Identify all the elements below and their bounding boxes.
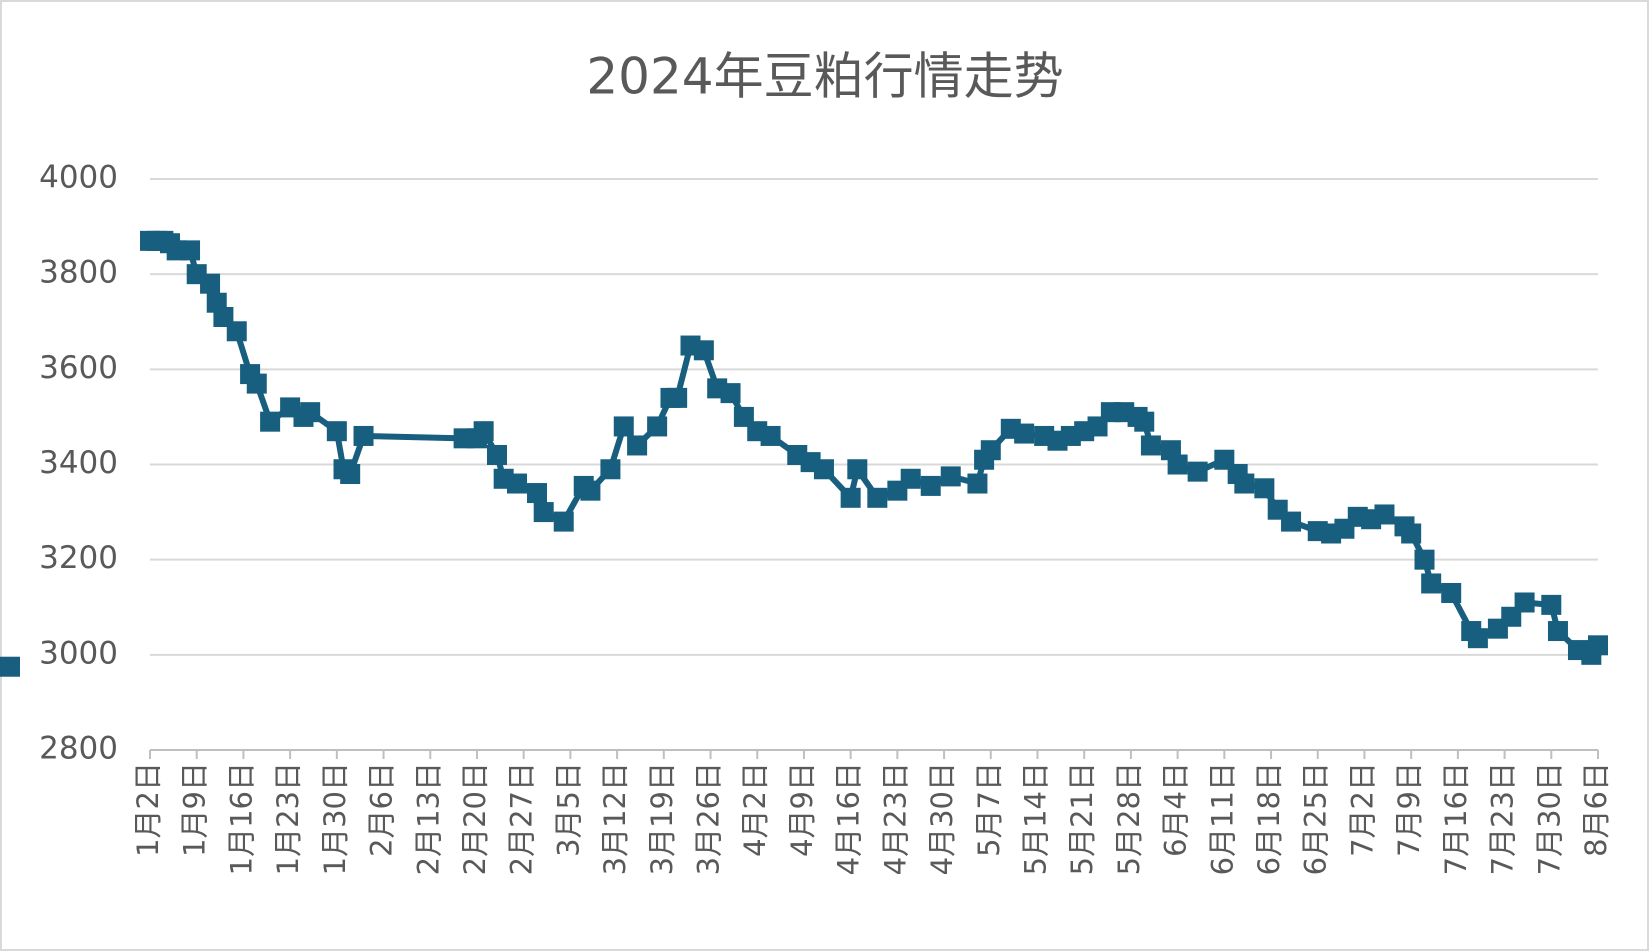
- marker: [326, 421, 347, 442]
- x-tick-label: 3月5日: [551, 762, 585, 857]
- marker: [940, 466, 961, 487]
- marker: [867, 487, 888, 508]
- marker: [1140, 435, 1161, 456]
- marker: [1134, 411, 1155, 432]
- y-tick-label: 3200: [39, 540, 118, 576]
- marker: [1167, 454, 1188, 475]
- marker: [533, 502, 554, 523]
- marker: [527, 483, 548, 504]
- x-tick-label: 6月4日: [1159, 762, 1193, 857]
- x-tick-label: 1月23日: [271, 762, 305, 875]
- marker: [840, 487, 861, 508]
- marker: [813, 459, 834, 480]
- x-tick-label: 5月21日: [1065, 762, 1099, 875]
- marker: [1467, 628, 1488, 649]
- x-tick-label: 7月9日: [1392, 762, 1426, 857]
- x-tick-label: 3月26日: [692, 762, 726, 875]
- x-tick-label: 6月11日: [1205, 762, 1239, 875]
- marker: [340, 464, 361, 485]
- marker: [553, 511, 574, 532]
- x-tick-label: 2月20日: [458, 762, 492, 875]
- y-tick-label: 3400: [39, 445, 118, 481]
- x-tick-label: 6月18日: [1252, 762, 1286, 875]
- marker: [507, 473, 528, 494]
- x-tick-label: 7月30日: [1532, 762, 1566, 875]
- x-tick-label: 4月30日: [925, 762, 959, 875]
- x-tick-label: 5月14日: [1018, 762, 1052, 875]
- marker: [1547, 621, 1568, 642]
- marker: [200, 273, 221, 294]
- marker: [1588, 635, 1608, 656]
- marker: [1187, 461, 1208, 482]
- marker: [1414, 549, 1435, 570]
- x-tick-label: 6月25日: [1299, 762, 1333, 875]
- y-tick-label: 2800: [39, 731, 118, 767]
- marker: [1514, 592, 1535, 613]
- marker: [647, 416, 668, 437]
- marker: [300, 402, 321, 423]
- marker: [353, 425, 374, 446]
- marker: [1441, 582, 1462, 603]
- x-tick-label: 5月7日: [972, 762, 1006, 857]
- marker: [180, 240, 201, 261]
- marker: [720, 383, 741, 404]
- marker: [473, 421, 494, 442]
- x-tick-label: 5月28日: [1112, 762, 1146, 875]
- marker: [1281, 511, 1302, 532]
- marker: [1541, 594, 1562, 615]
- y-tick-label: 3800: [39, 255, 118, 291]
- x-tick-label: 1月16日: [224, 762, 258, 875]
- x-tick-label: 1月30日: [318, 762, 352, 875]
- x-tick-label: 1月9日: [178, 762, 212, 857]
- marker: [1254, 478, 1275, 499]
- marker: [980, 440, 1001, 461]
- marker: [760, 425, 781, 446]
- marker: [613, 416, 634, 437]
- y-tick-label: 3000: [39, 635, 118, 671]
- chart-title: 2024年豆粕行情走势: [586, 48, 1063, 106]
- x-tick-label: 7月16日: [1439, 762, 1473, 875]
- marker: [580, 480, 601, 501]
- marker: [1421, 573, 1442, 594]
- x-tick-label: 2月13日: [411, 762, 445, 875]
- marker: [1234, 473, 1255, 494]
- y-tick-label: 4000: [39, 160, 118, 196]
- x-tick-label: 8月6日: [1579, 762, 1613, 857]
- x-tick-label: 4月9日: [785, 762, 819, 857]
- x-tick-label: 3月12日: [598, 762, 632, 875]
- x-tick-label: 1月2日: [131, 762, 165, 857]
- marker: [0, 656, 20, 677]
- marker: [600, 459, 621, 480]
- x-tick-label: 3月19日: [645, 762, 679, 875]
- x-tick-label: 2月6日: [365, 762, 399, 857]
- x-tick-label: 4月16日: [832, 762, 866, 875]
- marker: [627, 435, 648, 456]
- x-tick-label: 7月2日: [1345, 762, 1379, 857]
- marker: [693, 340, 714, 361]
- x-tick-label: 4月2日: [738, 762, 772, 857]
- marker: [486, 444, 507, 465]
- marker: [920, 475, 941, 496]
- marker: [1014, 423, 1035, 444]
- x-tick-label: 4月23日: [878, 762, 912, 875]
- marker: [967, 473, 988, 494]
- marker: [1401, 523, 1422, 544]
- marker: [246, 373, 267, 394]
- marker: [1374, 504, 1395, 525]
- marker: [260, 411, 281, 432]
- marker: [900, 468, 921, 489]
- marker: [226, 321, 247, 342]
- x-tick-label: 7月23日: [1486, 762, 1520, 875]
- marker: [667, 387, 688, 408]
- y-tick-label: 3600: [39, 350, 118, 386]
- marker: [847, 459, 868, 480]
- x-tick-label: 2月27日: [505, 762, 539, 875]
